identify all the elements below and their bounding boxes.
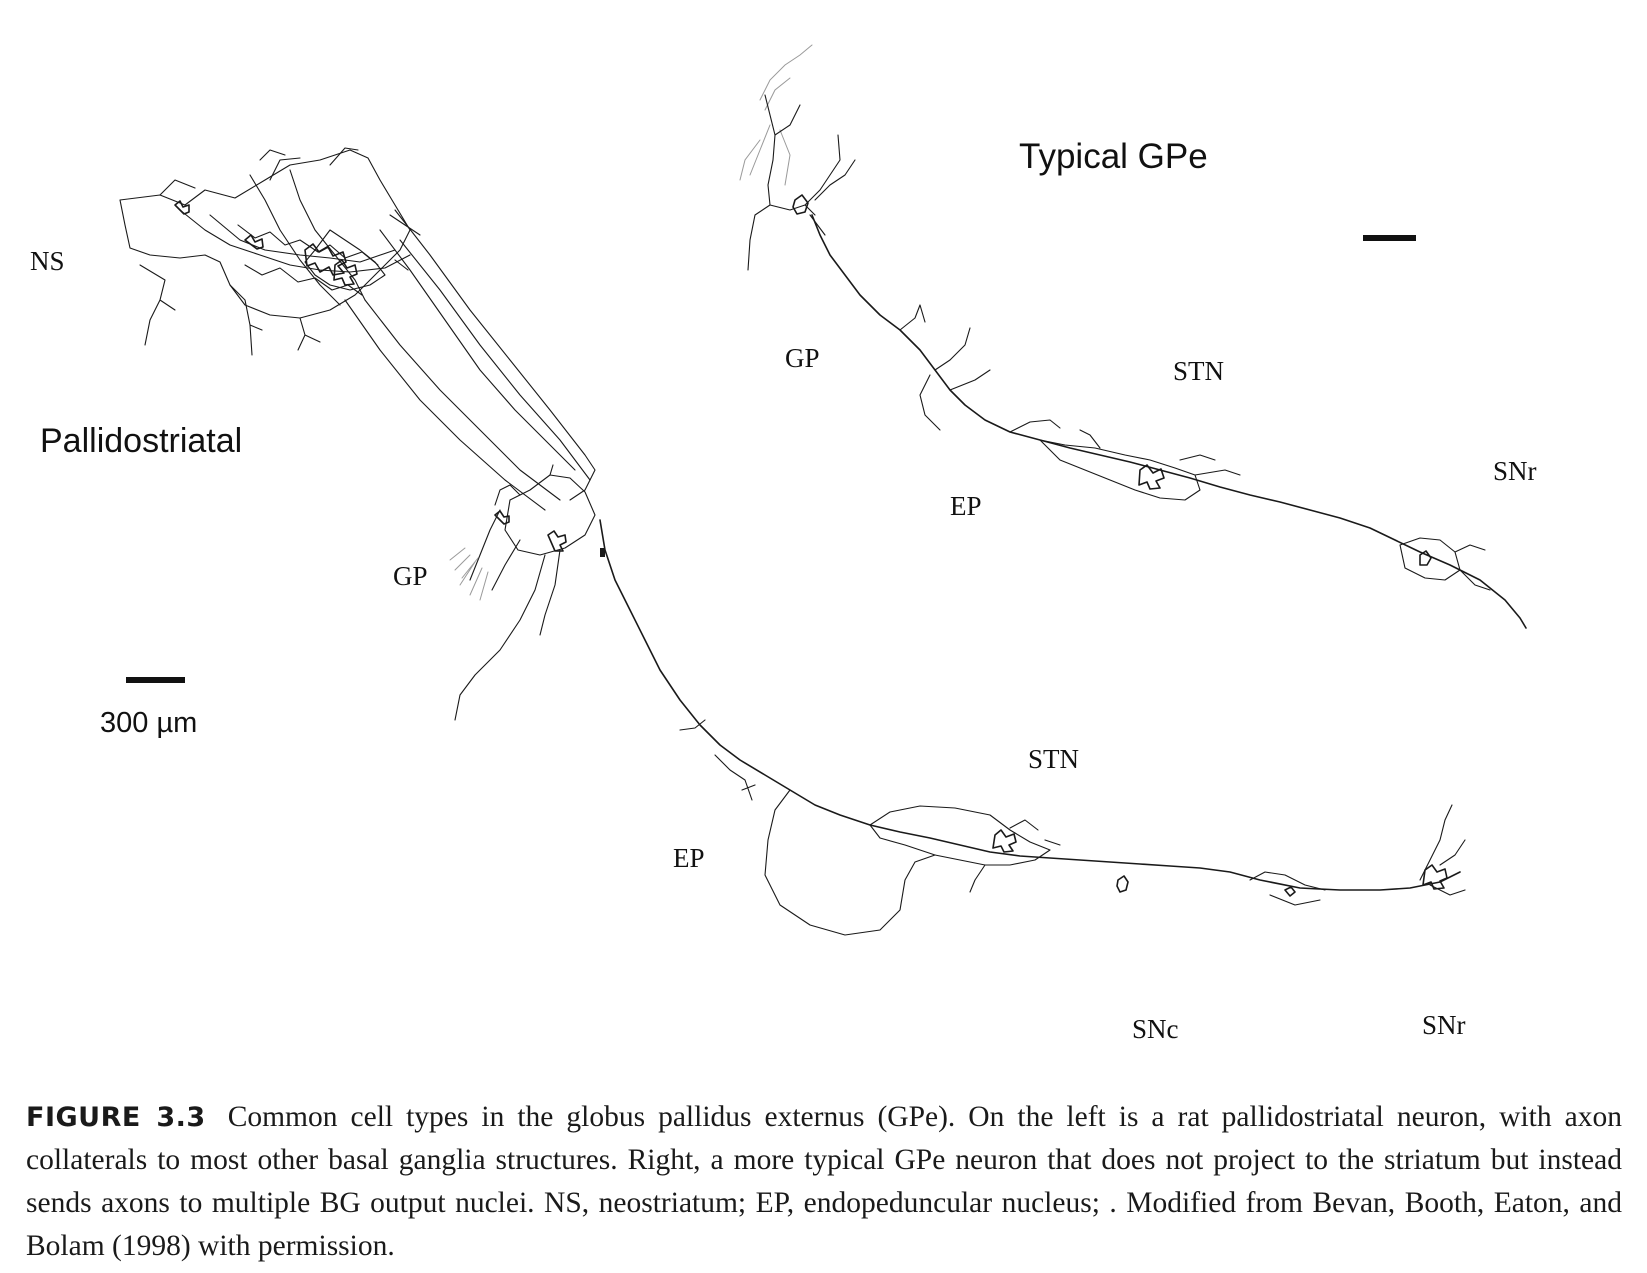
typical-gpe-neuron-trace <box>739 44 1527 629</box>
region-label-right-stn: STN <box>1173 356 1224 386</box>
pallidostriatal-neuron-trace <box>119 147 1466 936</box>
right-panel-title: Typical GPe <box>1019 137 1208 176</box>
region-label-left-ep: EP <box>673 843 705 873</box>
region-label-ns: NS <box>30 246 65 276</box>
left-panel-title: Pallidostriatal <box>40 422 242 460</box>
region-label-left-gp: GP <box>393 561 428 591</box>
neuron-figure: NS Pallidostriatal GP EP STN SNc SNr 300… <box>30 44 1537 1044</box>
region-label-right-gp: GP <box>785 343 820 373</box>
region-label-right-snr: SNr <box>1493 456 1537 486</box>
region-label-right-ep: EP <box>950 491 982 521</box>
region-label-left-snr: SNr <box>1422 1010 1466 1040</box>
region-label-snc: SNc <box>1132 1014 1179 1044</box>
figure-number: FIGURE 3.3 <box>26 1102 206 1133</box>
figure-caption: FIGURE 3.3 Common cell types in the globu… <box>26 1096 1622 1268</box>
region-label-left-stn: STN <box>1028 744 1079 774</box>
caption-text: Common cell types in the globus pallidus… <box>26 1101 1622 1262</box>
scale-bar-label: 300 µm <box>100 707 197 739</box>
